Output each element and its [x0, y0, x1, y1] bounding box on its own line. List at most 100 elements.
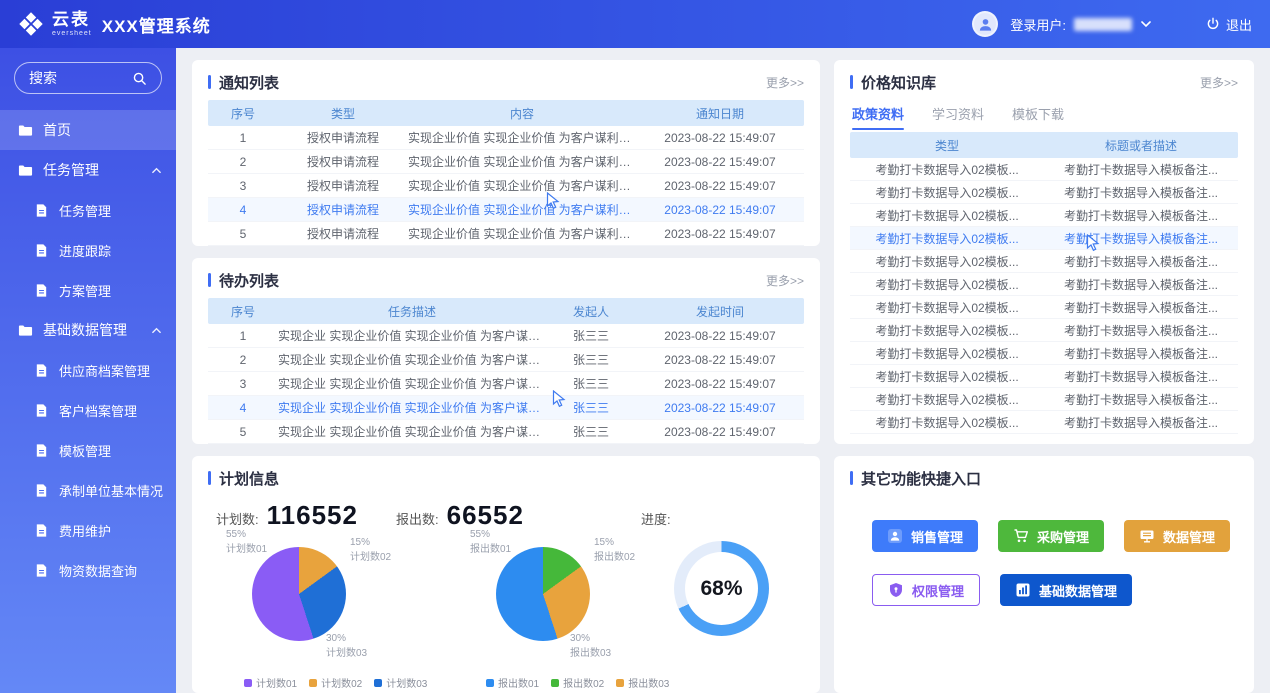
legend-swatch — [244, 678, 252, 687]
folder-icon — [18, 124, 33, 136]
document-icon — [36, 283, 47, 297]
plan-count-stat: 计划数: 116552 — [216, 500, 396, 531]
cell-owner: 张三三 — [572, 401, 609, 415]
cell-type: 授权申请流程 — [306, 155, 379, 169]
data-icon — [1140, 530, 1154, 543]
knowledge-table-row[interactable]: 考勤打卡数据导入02模板... 考勤打卡数据导入模板备注... — [850, 388, 1238, 411]
base-data-mgmt-button[interactable]: 基础数据管理 — [1000, 574, 1133, 606]
shortcut-grid: 销售管理 采购管理 数据管理 — [872, 520, 1244, 606]
notice-table-row[interactable]: 2 授权申请流程 实现企业价值 实现企业价值 为客户谋利益... 2023-08… — [208, 150, 804, 174]
sidebar-item-cost-maintenance[interactable]: 费用维护 — [0, 510, 176, 550]
sidebar-item-plan-mgmt[interactable]: 方案管理 — [0, 270, 176, 310]
shortcuts-panel-title: 其它功能快捷入口 — [850, 468, 981, 489]
plan-panel-title: 计划信息 — [208, 468, 279, 489]
knowledge-table-row[interactable]: 考勤打卡数据导入02模板... 考勤打卡数据导入模板备注... — [850, 342, 1238, 365]
knowledge-table-row[interactable]: 考勤打卡数据导入02模板... 考勤打卡数据导入模板备注... — [850, 296, 1238, 319]
cell-type: 考勤打卡数据导入02模板... — [875, 300, 1019, 315]
knowledge-table-row[interactable]: 考勤打卡数据导入02模板... 考勤打卡数据导入模板备注... — [850, 158, 1238, 181]
sidebar-item-supplier-archive[interactable]: 供应商档案管理 — [0, 350, 176, 390]
knowledge-panel: 价格知识库 更多>> 政策资料 学习资料 模板下载 类型 标题或者描述 考勤打卡… — [834, 60, 1254, 444]
sidebar-item-material-query[interactable]: 物资数据查询 — [0, 550, 176, 590]
pie-plan — [252, 547, 346, 641]
notice-table-row[interactable]: 1 授权申请流程 实现企业价值 实现企业价值 为客户谋利益... 2023-08… — [208, 126, 804, 150]
data-mgmt-button[interactable]: 数据管理 — [1124, 520, 1231, 552]
todo-table-row[interactable]: 2 实现企业 实现企业价值 实现企业价值 为客户谋利益... 张三三 2023-… — [208, 348, 804, 372]
todo-panel: 待办列表 更多>> 序号 任务描述 发起人 发起时间 1 实现企业 实现企业价值… — [192, 258, 820, 444]
todo-table-row[interactable]: 3 实现企业 实现企业价值 实现企业价值 为客户谋利益... 张三三 2023-… — [208, 372, 804, 396]
cell-owner: 张三三 — [572, 425, 609, 439]
document-icon — [36, 243, 47, 257]
sidebar-item-contractor-info[interactable]: 承制单位基本情况 — [0, 470, 176, 510]
knowledge-table-row[interactable]: 考勤打卡数据导入02模板... 考勤打卡数据导入模板备注... — [850, 411, 1238, 434]
title-bar-accent — [208, 471, 211, 485]
sidebar-item-home[interactable]: 首页 — [0, 110, 176, 150]
pie-report — [496, 547, 590, 641]
col-header-type: 类型 — [330, 106, 355, 121]
tab-template-download[interactable]: 模板下载 — [1012, 107, 1065, 122]
permission-mgmt-button[interactable]: 权限管理 — [872, 574, 981, 606]
cell-no: 3 — [239, 376, 247, 391]
sales-mgmt-button[interactable]: 销售管理 — [872, 520, 979, 552]
notice-more-link[interactable]: 更多>> — [765, 75, 804, 90]
cell-type: 考勤打卡数据导入02模板... — [875, 185, 1019, 200]
user-avatar[interactable] — [972, 11, 999, 37]
todo-more-link[interactable]: 更多>> — [765, 273, 804, 288]
sidebar-item-progress-track[interactable]: 进度跟踪 — [0, 230, 176, 270]
knowledge-table-row[interactable]: 考勤打卡数据导入02模板... 考勤打卡数据导入模板备注... — [850, 273, 1238, 296]
sidebar-group-label: 任务管理 — [43, 162, 99, 178]
tab-learning[interactable]: 学习资料 — [932, 107, 985, 122]
legend-label: 计划数02 — [321, 679, 363, 690]
col-header-no: 序号 — [230, 106, 255, 121]
sidebar-item-label: 费用维护 — [59, 523, 112, 539]
document-icon — [36, 363, 47, 377]
knowledge-table-row[interactable]: 考勤打卡数据导入02模板... 考勤打卡数据导入模板备注... — [850, 181, 1238, 204]
cell-content: 实现企业价值 实现企业价值 为客户谋利益... — [408, 227, 636, 241]
document-icon — [36, 443, 47, 457]
sidebar-group-base-data[interactable]: 基础数据管理 — [0, 310, 176, 350]
cell-no: 4 — [239, 202, 247, 217]
knowledge-table-row[interactable]: 考勤打卡数据导入02模板... 考勤打卡数据导入模板备注... — [850, 204, 1238, 227]
sidebar-group-task[interactable]: 任务管理 — [0, 150, 176, 190]
logout-label: 退出 — [1225, 17, 1252, 33]
tab-policy[interactable]: 政策资料 — [852, 104, 905, 130]
cell-desc: 考勤打卡数据导入模板备注... — [1063, 369, 1218, 384]
knowledge-table-row[interactable]: 考勤打卡数据导入02模板... 考勤打卡数据导入模板备注... — [850, 365, 1238, 388]
purchase-mgmt-button[interactable]: 采购管理 — [998, 520, 1105, 552]
plan-count-label: 计划数: — [216, 512, 259, 527]
notice-table-row[interactable]: 5 授权申请流程 实现企业价值 实现企业价值 为客户谋利益... 2023-08… — [208, 222, 804, 246]
sidebar-item-template-mgmt[interactable]: 模板管理 — [0, 430, 176, 470]
legend-swatch — [309, 678, 318, 687]
notice-table-row[interactable]: 4 授权申请流程 实现企业价值 实现企业价值 为客户谋利益... 2023-08… — [208, 198, 804, 222]
notice-table-row[interactable]: 3 授权申请流程 实现企业价值 实现企业价值 为客户谋利益... 2023-08… — [208, 174, 804, 198]
cell-no: 1 — [239, 130, 247, 145]
pie-callout: 15% 报出数02 — [594, 537, 636, 563]
knowledge-more-link[interactable]: 更多>> — [1199, 75, 1238, 90]
todo-table-row[interactable]: 4 实现企业 实现企业价值 实现企业价值 为客户谋利益... 张三三 2023-… — [208, 396, 804, 420]
knowledge-table-row[interactable]: 考勤打卡数据导入02模板... 考勤打卡数据导入模板备注... — [850, 319, 1238, 342]
pie-callout: 30% 计划数03 — [326, 633, 368, 659]
knowledge-table-row[interactable]: 考勤打卡数据导入02模板... 考勤打卡数据导入模板备注... — [850, 227, 1238, 250]
document-icon — [36, 203, 47, 217]
todo-table-row[interactable]: 1 实现企业 实现企业价值 实现企业价值 为客户谋利益... 张三三 2023-… — [208, 324, 804, 348]
pie-callout: 30% 报出数03 — [570, 633, 612, 659]
col-header-date: 通知日期 — [695, 106, 744, 121]
progress-stat: 进度: — [641, 509, 671, 528]
sidebar-item-task-mgmt[interactable]: 任务管理 — [0, 190, 176, 230]
sidebar: 搜索 首页 任务管理 任务管理 进度跟踪 方案管理 基础数据管理 供应商档案管理 — [0, 48, 176, 693]
cell-no: 5 — [239, 226, 247, 241]
cell-type: 考勤打卡数据导入02模板... — [875, 323, 1019, 338]
cell-date: 2023-08-22 15:49:07 — [664, 130, 776, 145]
cell-desc: 考勤打卡数据导入模板备注... — [1063, 185, 1218, 200]
sidebar-search[interactable]: 搜索 — [14, 62, 162, 94]
button-label: 权限管理 — [912, 583, 965, 599]
document-icon — [36, 523, 47, 537]
cell-type: 考勤打卡数据导入02模板... — [875, 346, 1019, 361]
knowledge-table-row[interactable]: 考勤打卡数据导入02模板... 考勤打卡数据导入模板备注... — [850, 250, 1238, 273]
sidebar-item-customer-archive[interactable]: 客户档案管理 — [0, 390, 176, 430]
logout-button[interactable]: 退出 — [1206, 15, 1252, 34]
header-user-area: 登录用户: 退出 — [972, 11, 1252, 37]
chevron-down-icon[interactable] — [1140, 18, 1152, 30]
todo-table-row[interactable]: 5 实现企业 实现企业价值 实现企业价值 为客户谋利益... 张三三 2023-… — [208, 420, 804, 444]
sidebar-group-label: 基础数据管理 — [43, 322, 127, 338]
todo-panel-title: 待办列表 — [208, 270, 279, 291]
